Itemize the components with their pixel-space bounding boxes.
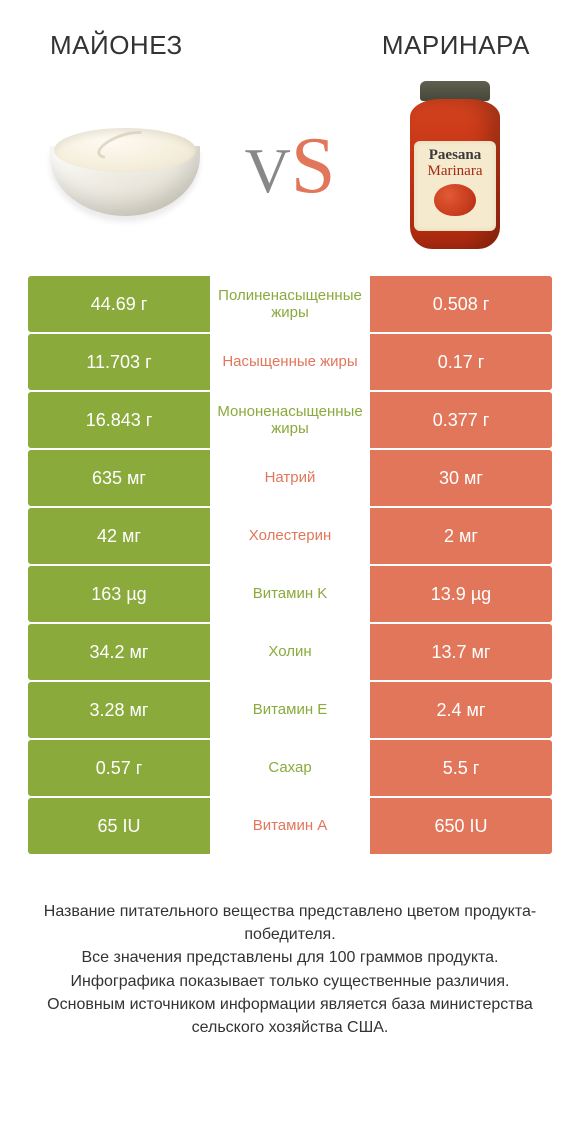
footer-line: Название питательного вещества представл…	[34, 900, 546, 946]
nutrient-label: Витамин K	[210, 566, 370, 622]
table-row: 34.2 мгХолин13.7 мг	[28, 624, 552, 682]
left-value-cell: 65 IU	[28, 798, 210, 854]
nutrient-label: Витамин A	[210, 798, 370, 854]
nutrient-label: Холестерин	[210, 508, 370, 564]
nutrient-label: Полиненасыщенные жиры	[210, 276, 370, 332]
right-value-cell: 2 мг	[370, 508, 552, 564]
left-value-cell: 34.2 мг	[28, 624, 210, 680]
table-row: 11.703 гНасыщенные жиры0.17 г	[28, 334, 552, 392]
nutrient-label: Витамин E	[210, 682, 370, 738]
nutrient-label: Натрий	[210, 450, 370, 506]
nutrient-label: Сахар	[210, 740, 370, 796]
right-value-cell: 13.9 µg	[370, 566, 552, 622]
nutrient-label: Холин	[210, 624, 370, 680]
right-product-image: Paesana Marinara	[380, 91, 530, 241]
right-value-cell: 2.4 мг	[370, 682, 552, 738]
left-value-cell: 16.843 г	[28, 392, 210, 448]
left-value-cell: 0.57 г	[28, 740, 210, 796]
footer-line: Все значения представлены для 100 граммо…	[34, 946, 546, 969]
left-value-cell: 11.703 г	[28, 334, 210, 390]
right-value-cell: 13.7 мг	[370, 624, 552, 680]
right-value-cell: 650 IU	[370, 798, 552, 854]
left-product-image	[50, 91, 200, 241]
left-value-cell: 635 мг	[28, 450, 210, 506]
mayo-bowl-icon	[50, 116, 200, 216]
left-value-cell: 3.28 мг	[28, 682, 210, 738]
header: МАЙОНЕЗ МАРИНАРА	[0, 0, 580, 76]
marinara-jar-icon: Paesana Marinara	[400, 81, 510, 251]
table-row: 3.28 мгВитамин E2.4 мг	[28, 682, 552, 740]
footer-line: Основным источником информации является …	[34, 993, 546, 1039]
footer-notes: Название питательного вещества представл…	[0, 856, 580, 1039]
right-value-cell: 30 мг	[370, 450, 552, 506]
table-row: 65 IUВитамин A650 IU	[28, 798, 552, 856]
jar-brand: Paesana	[418, 147, 492, 164]
jar-sub: Marinara	[418, 164, 492, 179]
vs-s: S	[291, 121, 336, 212]
left-value-cell: 42 мг	[28, 508, 210, 564]
table-row: 16.843 гМононенасыщенные жиры0.377 г	[28, 392, 552, 450]
tomato-icon	[434, 184, 476, 216]
left-value-cell: 44.69 г	[28, 276, 210, 332]
nutrient-label: Насыщенные жиры	[210, 334, 370, 390]
vs-label: VS	[245, 121, 336, 212]
footer-line: Инфографика показывает только существенн…	[34, 970, 546, 993]
left-product-title: МАЙОНЕЗ	[50, 30, 183, 61]
comparison-table: 44.69 гПолиненасыщенные жиры0.508 г11.70…	[0, 276, 580, 856]
table-row: 163 µgВитамин K13.9 µg	[28, 566, 552, 624]
left-value-cell: 163 µg	[28, 566, 210, 622]
nutrient-label: Мононенасыщенные жиры	[210, 392, 370, 448]
right-value-cell: 0.17 г	[370, 334, 552, 390]
right-value-cell: 5.5 г	[370, 740, 552, 796]
table-row: 635 мгНатрий30 мг	[28, 450, 552, 508]
right-value-cell: 0.377 г	[370, 392, 552, 448]
vs-v: V	[245, 134, 291, 208]
table-row: 0.57 гСахар5.5 г	[28, 740, 552, 798]
right-value-cell: 0.508 г	[370, 276, 552, 332]
table-row: 42 мгХолестерин2 мг	[28, 508, 552, 566]
right-product-title: МАРИНАРА	[382, 30, 530, 61]
hero-row: VS Paesana Marinara	[0, 76, 580, 276]
table-row: 44.69 гПолиненасыщенные жиры0.508 г	[28, 276, 552, 334]
